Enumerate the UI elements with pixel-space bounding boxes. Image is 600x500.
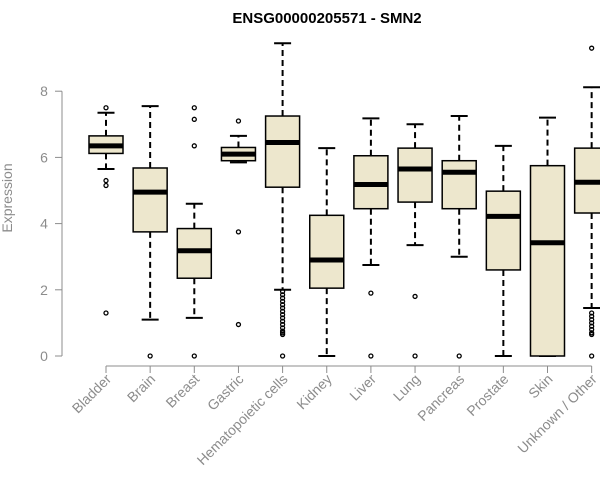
y-tick-label: 6 [40, 149, 48, 165]
outlier-point [368, 353, 374, 359]
outlier-point [279, 321, 286, 328]
box-bladder [88, 105, 124, 316]
x-tick-label: Skin [525, 371, 556, 402]
iqr-box [485, 190, 522, 271]
outlier-point [589, 353, 595, 359]
x-tick-label: Unknown / Other [514, 371, 600, 457]
outlier-point [589, 310, 595, 316]
boxes-layer [88, 42, 600, 359]
iqr-box [529, 164, 566, 357]
outlier-point [279, 305, 286, 311]
outlier-point [103, 182, 109, 189]
y-tick-label: 4 [40, 216, 48, 232]
outlier-point [589, 323, 595, 329]
outlier-point [279, 295, 286, 301]
x-tick-label: Kidney [293, 371, 335, 413]
outlier-point [279, 302, 286, 308]
iqr-box [397, 147, 433, 203]
x-tick-label: Liver [346, 371, 379, 404]
y-tick-label: 0 [40, 348, 48, 364]
outlier-point [235, 118, 242, 124]
iqr-box [176, 227, 213, 279]
iqr-box [264, 115, 301, 188]
x-tick-label: Brain [124, 371, 158, 405]
chart-title: ENSG00000205571 - SMN2 [232, 10, 421, 27]
x-tick-label: Pancreas [414, 371, 467, 424]
box-prostate [485, 144, 522, 357]
outlier-point [412, 293, 418, 300]
outlier-point [279, 315, 286, 321]
outlier-point [279, 353, 286, 359]
outlier-point [589, 45, 595, 51]
outlier-point [589, 313, 595, 319]
box-kidney [309, 147, 345, 357]
outlier-point [191, 353, 197, 359]
outlier-point [279, 325, 286, 331]
iqr-box [441, 159, 477, 210]
x-tick-label: Prostate [463, 371, 511, 419]
outlier-point [191, 143, 197, 149]
iqr-box [309, 214, 345, 289]
outlier-point [279, 288, 286, 295]
box-gastric [220, 118, 257, 328]
box-hematopoietic-cells [264, 42, 301, 359]
outlier-point [368, 290, 374, 296]
x-tick-label: Gastric [204, 371, 247, 414]
outlier-point [103, 105, 109, 111]
x-tick-label: Bladder [69, 371, 115, 417]
outlier-point [279, 331, 286, 338]
iqr-box [132, 167, 168, 233]
outlier-point [589, 320, 595, 326]
box-breast [176, 105, 213, 359]
outlier-point [191, 105, 197, 111]
y-tick-label: 2 [40, 282, 48, 298]
outlier-point [279, 298, 286, 305]
axes: 0 2 4 6 8 [40, 83, 592, 367]
box-skin [529, 116, 566, 357]
box-lung [397, 123, 433, 359]
outlier-point [279, 311, 286, 318]
outlier-point [412, 353, 418, 359]
outlier-point [279, 308, 286, 314]
outlier-point [103, 177, 109, 184]
box-brain [132, 105, 168, 359]
outlier-point [191, 116, 197, 122]
outlier-point [279, 318, 286, 324]
outlier-point [589, 316, 595, 323]
box-unknown-other [573, 45, 600, 359]
outlier-point [235, 321, 242, 328]
box-liver [353, 117, 389, 359]
outlier-point [456, 353, 462, 359]
outlier-point [103, 310, 109, 316]
outlier-point [279, 292, 286, 298]
outlier-point [235, 229, 242, 235]
y-tick-label: 8 [40, 83, 48, 99]
box-pancreas [441, 115, 477, 359]
x-tick-label: Breast [162, 371, 202, 411]
y-axis-label: Expression [0, 163, 15, 232]
outlier-point [147, 353, 153, 359]
x-tick-label: Lung [390, 371, 423, 404]
outlier-point [589, 326, 595, 333]
outlier-point [589, 331, 595, 338]
